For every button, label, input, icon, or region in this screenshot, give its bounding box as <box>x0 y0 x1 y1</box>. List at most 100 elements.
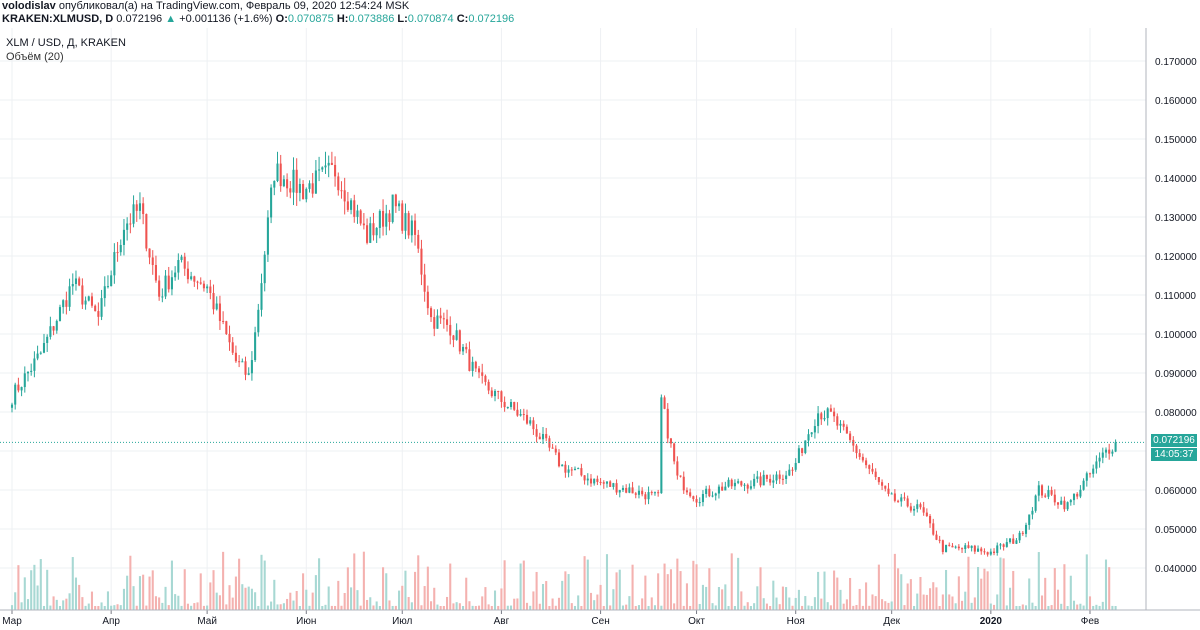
volume-bar <box>129 555 132 610</box>
candle-body <box>637 490 641 495</box>
volume-bar <box>583 556 586 610</box>
close-label: C: <box>456 13 469 25</box>
volume-bar <box>362 551 365 610</box>
volume-bar <box>906 583 909 610</box>
volume-bar <box>548 605 551 610</box>
volume-bar <box>468 601 471 610</box>
candle-body <box>980 548 983 552</box>
volume-bar <box>1063 564 1066 610</box>
candle-body <box>970 545 973 548</box>
volume-bar <box>573 605 577 610</box>
candle-body <box>439 315 442 319</box>
candle-body <box>829 408 832 412</box>
candle-body <box>490 390 493 397</box>
volume-bar <box>477 605 481 610</box>
candle-body <box>401 203 404 231</box>
candle-body <box>129 223 132 225</box>
volume-bar <box>810 605 813 610</box>
volume-bar <box>474 605 477 610</box>
candle-body <box>890 493 893 495</box>
candle-body <box>343 190 346 202</box>
volume-bar <box>733 605 736 610</box>
volume-bar <box>541 584 545 610</box>
candle-body <box>650 492 653 494</box>
published-text: опубликовал(а) на TradingView.com, Февра… <box>58 0 410 12</box>
candle-body <box>1047 490 1050 497</box>
candle-body <box>871 468 874 472</box>
candle-body <box>23 373 26 388</box>
volume-bar <box>618 569 621 610</box>
volume-bar <box>97 605 100 610</box>
candle-body <box>541 433 545 440</box>
candle-body <box>145 214 148 249</box>
y-tick-label: 0.170000 <box>1155 57 1197 68</box>
volume-bar <box>871 594 874 610</box>
volume-bar <box>52 596 55 610</box>
candle-body <box>1021 532 1024 534</box>
candle-body <box>154 265 157 281</box>
volume-bar <box>724 584 727 610</box>
candle-body <box>193 276 196 282</box>
candle-body <box>353 200 356 217</box>
last-price: 0.072196 <box>116 13 163 25</box>
volume-bar <box>577 595 580 610</box>
volume-bar <box>785 587 788 610</box>
volume-bar <box>449 563 452 610</box>
volume-bar <box>65 598 68 610</box>
volume-bar <box>14 592 17 610</box>
volume-bar <box>455 602 458 610</box>
candle-body <box>103 286 106 299</box>
volume-bar <box>970 602 973 610</box>
author-name[interactable]: volodislav <box>2 0 56 12</box>
volume-bar <box>103 605 106 610</box>
volume-bar <box>471 605 474 610</box>
volume-bar <box>919 576 922 610</box>
low-label: L: <box>397 13 408 25</box>
candle-body <box>177 260 180 273</box>
candle-body <box>945 544 948 552</box>
volume-bar <box>893 553 896 610</box>
volume-bar <box>39 559 42 610</box>
volume-bar <box>199 573 202 610</box>
candle-body <box>938 539 941 541</box>
candle-body <box>839 423 842 426</box>
candle-body <box>551 447 554 449</box>
volume-bar <box>858 588 861 610</box>
candle-body <box>244 361 247 375</box>
candle-body <box>46 336 49 343</box>
candle-body <box>781 478 784 480</box>
volume-bar <box>855 604 858 610</box>
volume-bar <box>842 603 845 610</box>
x-tick-label: Дек <box>883 616 900 627</box>
volume-bar <box>820 598 823 610</box>
volume-bar <box>996 594 999 610</box>
volume-bar <box>158 597 161 610</box>
volume-bar <box>190 605 193 610</box>
candle-body <box>487 381 490 391</box>
candle-body <box>314 170 317 194</box>
volume-bar <box>817 571 820 610</box>
volume-bar <box>903 605 906 610</box>
volume-bar <box>289 592 292 610</box>
candle-body <box>919 504 922 508</box>
candle-body <box>126 223 129 230</box>
volume-bar <box>935 587 938 610</box>
candle-body <box>186 268 189 280</box>
volume-bar <box>877 564 880 610</box>
volume-legend[interactable]: Объём (20) <box>6 51 64 63</box>
candle-body <box>100 298 103 317</box>
volume-bar <box>628 596 631 610</box>
volume-bar <box>398 590 401 610</box>
volume-bar <box>625 604 628 610</box>
volume-bar <box>1044 577 1047 610</box>
candle-body <box>778 474 781 479</box>
candle-body <box>999 544 1002 546</box>
candle-body <box>861 456 864 461</box>
volume-bar <box>1095 604 1098 610</box>
volume-bar <box>164 586 167 610</box>
candle-body <box>298 183 301 193</box>
series-legend[interactable]: XLM / USD, Д, KRAKEN <box>6 37 126 49</box>
volume-bar <box>775 597 778 610</box>
volume-bar <box>81 597 84 610</box>
